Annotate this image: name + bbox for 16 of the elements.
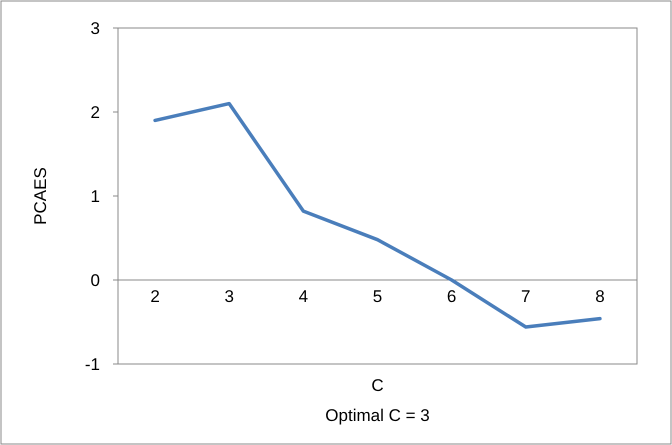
x-axis-title: C [371,376,384,395]
x-tick-label: 6 [446,287,456,306]
x-tick-label: 4 [298,287,308,306]
y-tick-label: -1 [84,354,100,374]
x-tick-label: 2 [150,287,160,306]
x-tick-label: 7 [521,287,531,306]
x-tick-label: 3 [224,287,234,306]
y-axis-title: PCAES [31,167,50,225]
y-tick-label: 2 [90,102,100,122]
y-tick-label: 3 [90,18,100,38]
x-tick-label: 8 [595,287,605,306]
text: Optimal C = 3 [325,406,430,425]
y-tick-label: 0 [90,270,100,290]
y-tick-label: 1 [90,186,100,206]
x-tick-label: 5 [372,287,382,306]
line-series [153,102,602,329]
